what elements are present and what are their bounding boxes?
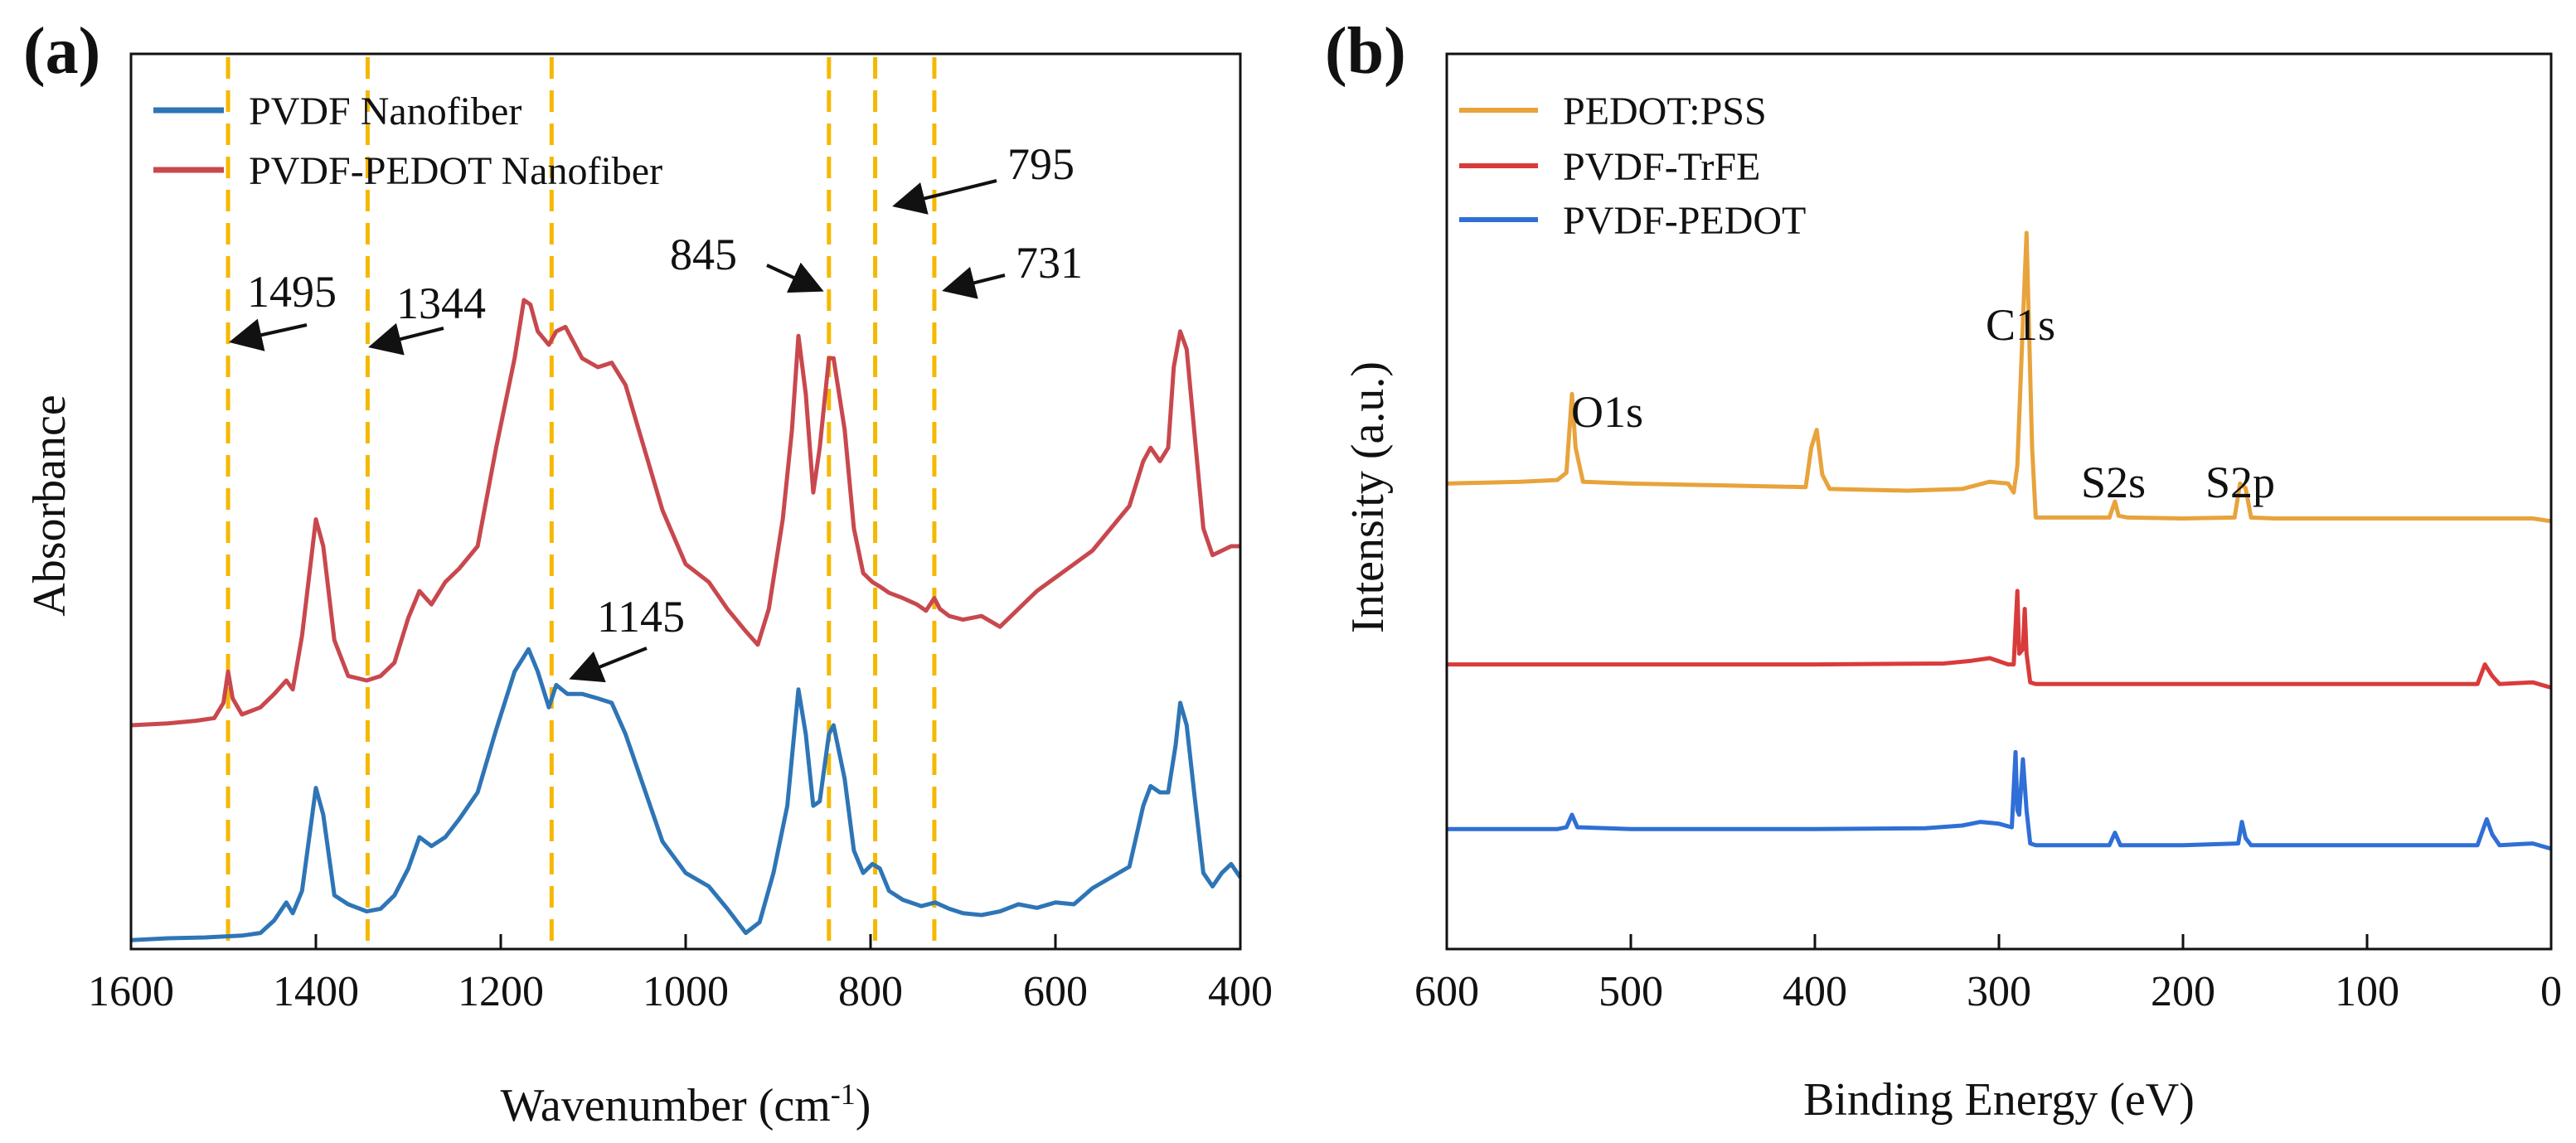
x-tick-label: 100 [2335,968,2399,1015]
series-group [1446,230,2552,851]
legend: PVDF Nanofiber PVDF-PEDOT Nanofiber [153,90,662,193]
series-line-pvdf-pedot [1447,749,2552,851]
legend-label-pedot-pss: PEDOT:PSS [1563,90,1767,133]
panel-b: (b) 600 500 400 300 200 100 0 Intensity (a.u.)… [1325,15,2562,1126]
legend-label-pvdf-trfe: PVDF-TrFE [1563,145,1760,189]
x-tick-label: 1200 [458,968,544,1015]
x-tick-label: 600 [1023,968,1088,1015]
annotation-label-795: 795 [1007,139,1075,189]
annotation-845: 845 [670,230,824,293]
annotation-arrow-1145 [569,647,648,683]
legend-label-pvdf-pedot: PVDF-PEDOT [1563,199,1806,243]
x-tick-label: 600 [1414,968,1479,1015]
x-tick-label: 1600 [88,968,174,1015]
peak-label-c1s: C1s [1986,300,2055,350]
x-axis-title-superscript: -1 [831,1078,856,1111]
x-tick-label: 500 [1598,968,1663,1015]
panel-b-label: (b) [1325,15,1406,88]
annotation-arrow-1495 [229,318,308,351]
annotation-label-1145: 1145 [597,592,685,642]
series-line-pvdf-nanofiber [130,647,1243,942]
annotation-label-845: 845 [670,230,737,279]
annotation-arrow-1344 [368,322,444,356]
x-tick-label: 300 [1967,968,2031,1015]
peak-label-s2s: S2s [2081,458,2146,507]
series-group [130,298,1243,942]
reference-lines [226,57,937,946]
peak-label-o1s: O1s [1571,387,1643,437]
peak-label-s2p: S2p [2205,458,2275,507]
x-ticks: 1600 1400 1200 1000 800 600 400 [88,934,1273,1015]
annotation-arrow-731 [942,266,1006,299]
x-tick-label: 200 [2151,968,2215,1015]
series-line-pedot-pss [1446,230,2552,524]
annotation-795: 795 [892,139,1075,215]
x-tick-label: 400 [1208,968,1273,1015]
x-axis-title: Wavenumber (cm-1) [501,1078,871,1131]
x-tick-label: 800 [838,968,903,1015]
panel-a: (a) 1600 1400 1200 1000 800 600 400 Absorbance… [23,15,1273,1131]
legend-label-pvdf-pedot: PVDF-PEDOT Nanofiber [249,149,662,193]
annotation-label-731: 731 [1016,238,1083,288]
y-axis-title: Absorbance [24,395,75,616]
annotation-arrow-795 [892,179,997,215]
legend-label-pvdf: PVDF Nanofiber [249,90,522,133]
x-axis-title-close: ) [856,1080,871,1131]
annotation-1145: 1145 [569,592,685,683]
x-tick-label: 1400 [273,968,359,1015]
panel-a-label: (a) [23,15,100,88]
x-ticks: 600 500 400 300 200 100 0 [1414,934,2562,1015]
series-line-pvdf-pedot-nanofiber [130,298,1240,728]
x-axis-title-main: Wavenumber (cm [501,1080,831,1131]
y-axis-title: Intensity (a.u.) [1342,361,1394,633]
x-tick-label: 0 [2540,968,2562,1015]
x-tick-label: 400 [1783,968,1847,1015]
series-line-pvdf-trfe [1447,588,2552,690]
annotation-1344: 1344 [368,278,486,356]
x-axis-title: Binding Energy (eV) [1803,1074,2195,1126]
x-tick-label: 1000 [643,968,729,1015]
annotation-label-1344: 1344 [396,278,486,328]
annotation-1495: 1495 [229,267,337,351]
annotation-arrow-845 [766,262,824,293]
annotation-label-1495: 1495 [247,267,337,317]
annotation-731: 731 [942,238,1083,299]
legend: PEDOT:PSS PVDF-TrFE PVDF-PEDOT [1459,90,1806,243]
